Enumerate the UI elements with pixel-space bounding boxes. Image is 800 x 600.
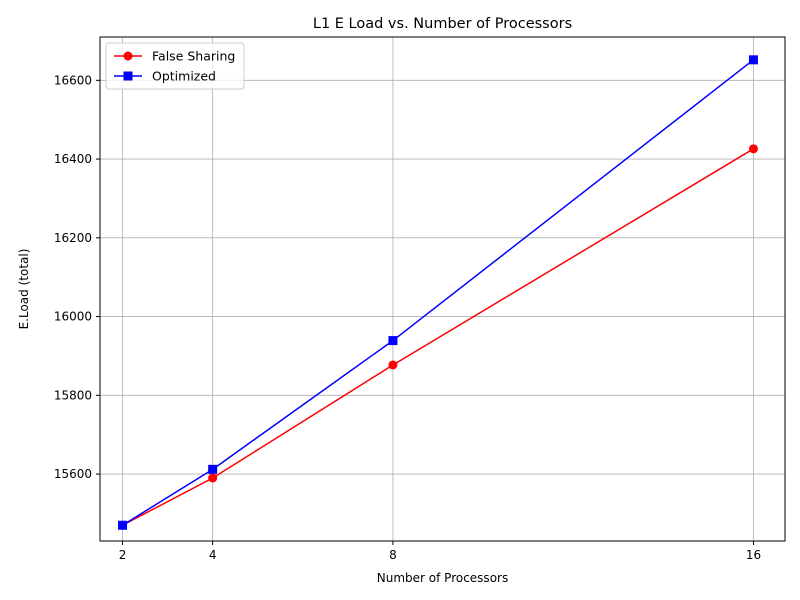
- x-tick-label: 16: [746, 548, 761, 562]
- legend-box: [105, 42, 245, 90]
- data-point-square: [208, 464, 218, 474]
- data-point-circle: [388, 360, 398, 370]
- legend-label-2: Optimized: [152, 69, 216, 84]
- x-tick-label: 8: [389, 548, 397, 562]
- data-point-square: [748, 55, 758, 65]
- plot-frame: [99, 36, 786, 542]
- y-tick-label: 15800: [54, 388, 92, 402]
- y-tick-label: 16000: [54, 310, 92, 324]
- x-tick-label: 2: [119, 548, 127, 562]
- data-point-square: [118, 520, 128, 530]
- tick-layer: 2 4 8 16 15600 15800 16000 16200 16400 16600: [54, 73, 761, 562]
- y-tick-label: 16600: [54, 73, 92, 87]
- series-layer: [118, 55, 758, 530]
- legend-marker-square: [123, 71, 133, 81]
- legend: False Sharing Optimized: [105, 42, 245, 90]
- data-point-square: [388, 336, 398, 346]
- series-line-1: [122, 148, 754, 526]
- y-axis-label: E.Load (total): [17, 249, 31, 330]
- y-tick-label: 15600: [54, 467, 92, 481]
- y-tick-label: 16400: [54, 152, 92, 166]
- legend-marker-circle: [123, 51, 133, 61]
- x-tick-label: 4: [209, 548, 217, 562]
- legend-label-1: False Sharing: [152, 49, 235, 64]
- data-point-circle: [748, 144, 758, 154]
- chart-title: L1 E Load vs. Number of Processors: [313, 16, 572, 32]
- y-tick-label: 16200: [54, 231, 92, 245]
- x-axis-label: Number of Processors: [377, 571, 508, 585]
- data-point-circle: [208, 473, 218, 483]
- series-line-2: [122, 59, 754, 526]
